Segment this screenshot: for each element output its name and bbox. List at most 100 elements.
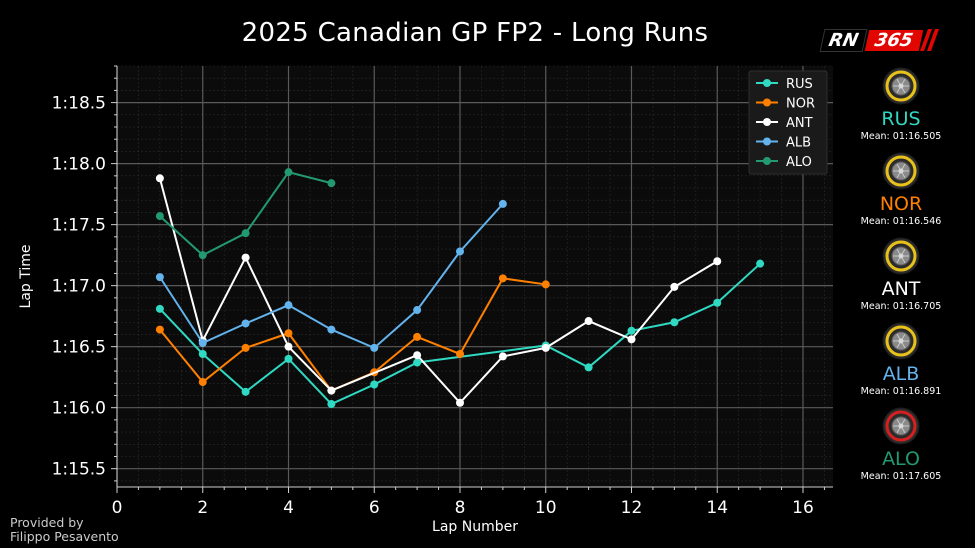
legend-item-alb[interactable]: ALB (756, 136, 811, 151)
data-point (241, 229, 250, 238)
data-point (713, 298, 722, 307)
data-point (455, 398, 464, 407)
data-point (155, 174, 164, 183)
y-tick-label: 1:17.0 (52, 277, 106, 297)
tyre-band (885, 240, 917, 272)
data-point (284, 168, 293, 177)
x-tick-label: 8 (455, 498, 466, 518)
data-point (370, 380, 379, 389)
driver-card-nor: NOR Mean: 01:16.546 (846, 151, 956, 227)
legend-label: RUS (786, 77, 813, 92)
x-tick-label: 4 (283, 498, 294, 518)
data-point (627, 335, 636, 344)
legend-marker (763, 137, 771, 146)
data-point (370, 343, 379, 352)
credit-text: Provided by Filippo Pesavento (10, 516, 119, 544)
x-axis-label: Lap Number (432, 519, 518, 535)
legend-box (748, 70, 828, 175)
y-axis-label: Lap Time (18, 245, 34, 309)
legend-item-alo[interactable]: ALO (756, 155, 812, 170)
tyre-hub (898, 338, 904, 344)
data-point (541, 280, 550, 289)
data-point (498, 352, 507, 361)
chart-title: 2025 Canadian GP FP2 - Long Runs (241, 18, 709, 48)
data-point (413, 306, 422, 315)
medium-tyre-icon (882, 322, 920, 360)
series-alb (155, 199, 507, 352)
data-point (455, 349, 464, 358)
data-point (413, 358, 422, 367)
data-point (584, 317, 593, 326)
driver-card-rus: RUS Mean: 01:16.505 (846, 66, 956, 142)
x-tick-label: 2 (197, 498, 208, 518)
legend[interactable]: RUS NOR ANT ALB ALO (748, 70, 828, 175)
data-point (498, 199, 507, 208)
data-point (413, 351, 422, 360)
legend-marker (763, 79, 771, 87)
medium-tyre-icon (882, 237, 920, 275)
data-point (284, 329, 293, 338)
data-point (756, 259, 765, 268)
legend-item-nor[interactable]: NOR (756, 97, 815, 112)
tyre-band (885, 410, 917, 442)
driver-code: ANT (881, 278, 921, 300)
medium-tyre-icon (882, 67, 920, 105)
data-point (498, 274, 507, 283)
legend-item-ant[interactable]: ANT (756, 116, 813, 131)
y-tick-label: 1:18.5 (52, 94, 106, 114)
legend-marker (763, 118, 771, 126)
y-tick-label: 1:16.0 (52, 399, 106, 419)
tyre-hub (898, 168, 904, 174)
driver-code: NOR (879, 193, 923, 215)
data-point (713, 257, 722, 266)
y-tick-label: 1:17.5 (52, 216, 106, 236)
driver-mean: Mean: 01:16.505 (860, 131, 942, 142)
data-point (155, 325, 164, 334)
axes: 0 2 4 6 8 10 12 14 16 1:15.5 1:16.0 1:16.5 1:17.0 1:1… (52, 65, 833, 518)
data-point (327, 325, 336, 334)
data-point (413, 332, 422, 341)
data-point (155, 212, 164, 221)
series-alo (155, 168, 336, 260)
y-tick-label: 1:18.0 (52, 155, 106, 175)
y-tick-label: 1:16.5 (52, 338, 106, 358)
x-tick-label: 10 (535, 498, 557, 518)
data-point (584, 363, 593, 372)
tyre-hub (898, 83, 904, 89)
series-ant (155, 174, 722, 407)
legend-label: NOR (786, 97, 815, 112)
data-point (198, 339, 207, 348)
driver-card-alo: ALO Mean: 01:17.605 (846, 406, 956, 482)
x-tick-label: 14 (706, 498, 728, 518)
legend-marker (763, 98, 771, 107)
x-tick-label: 6 (369, 498, 380, 518)
data-point (155, 273, 164, 282)
tyre-hub (898, 423, 904, 429)
driver-mean: Mean: 01:16.891 (860, 386, 942, 397)
data-point (670, 282, 679, 291)
legend-label: ANT (786, 116, 813, 131)
data-point (327, 179, 336, 188)
data-point (327, 386, 336, 395)
data-point (627, 326, 636, 335)
data-point (284, 342, 293, 351)
data-point (541, 343, 550, 352)
data-point (670, 318, 679, 327)
soft-tyre-icon (882, 407, 920, 445)
driver-mean: Mean: 01:16.705 (860, 301, 942, 312)
tyre-hub (898, 253, 904, 259)
data-point (455, 247, 464, 256)
y-tick-label: 1:15.5 (52, 460, 106, 480)
legend-item-rus[interactable]: RUS (756, 77, 813, 92)
data-point (327, 400, 336, 409)
data-point (284, 354, 293, 363)
driver-code: ALB (882, 363, 920, 385)
series-group (155, 168, 765, 409)
data-point (241, 343, 250, 352)
tyre-band (885, 325, 917, 357)
driver-card-alb: ALB Mean: 01:16.891 (846, 321, 956, 397)
x-tick-label: 16 (792, 498, 814, 518)
driver-mean: Mean: 01:17.605 (860, 471, 942, 482)
data-point (198, 251, 207, 260)
